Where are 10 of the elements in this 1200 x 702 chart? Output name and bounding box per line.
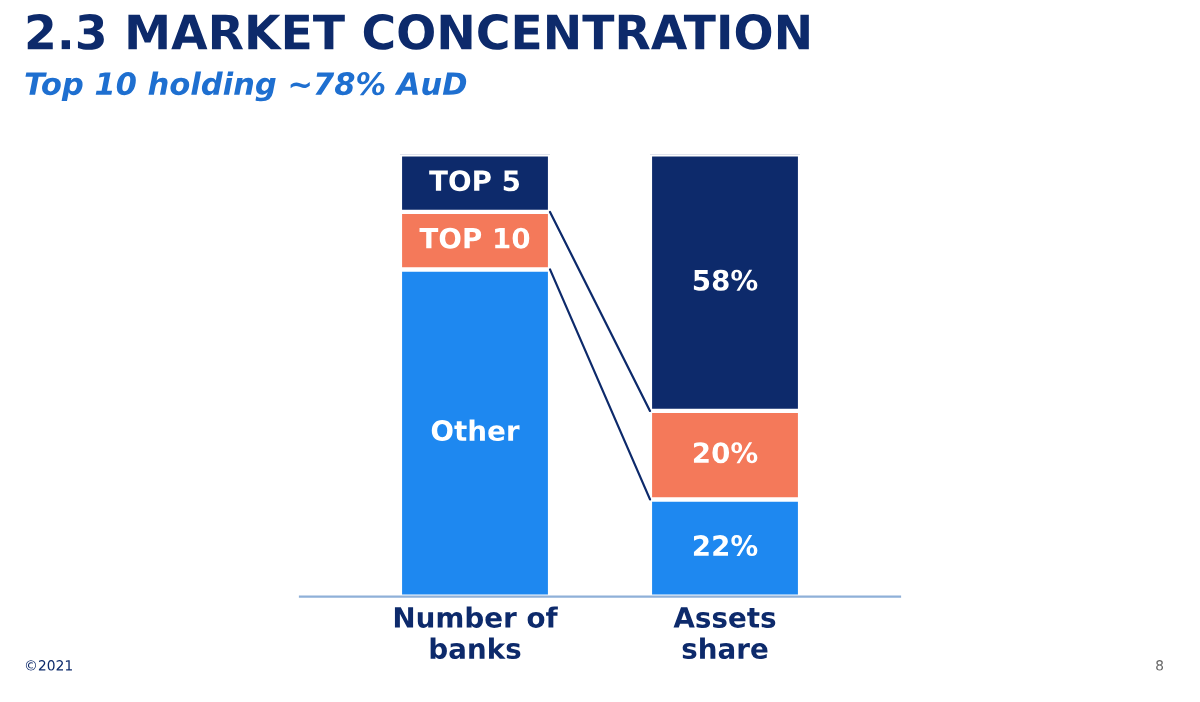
x-tick-label: Number of banks bbox=[394, 606, 558, 660]
series-label: TOP 5 bbox=[429, 170, 520, 192]
series-label: Other bbox=[431, 419, 520, 442]
data-label: 20% bbox=[693, 442, 758, 464]
data-label: 22% bbox=[693, 535, 758, 557]
data-label: 58% bbox=[693, 269, 758, 291]
x-tick-label: Assets share bbox=[673, 607, 776, 660]
chart-title: 2.3 MARKET CONCENTRATION bbox=[27, 14, 809, 50]
series-label: TOP 10 bbox=[419, 227, 530, 249]
chart-subtitle: Top 10 holding ~78% AuD bbox=[25, 71, 467, 102]
